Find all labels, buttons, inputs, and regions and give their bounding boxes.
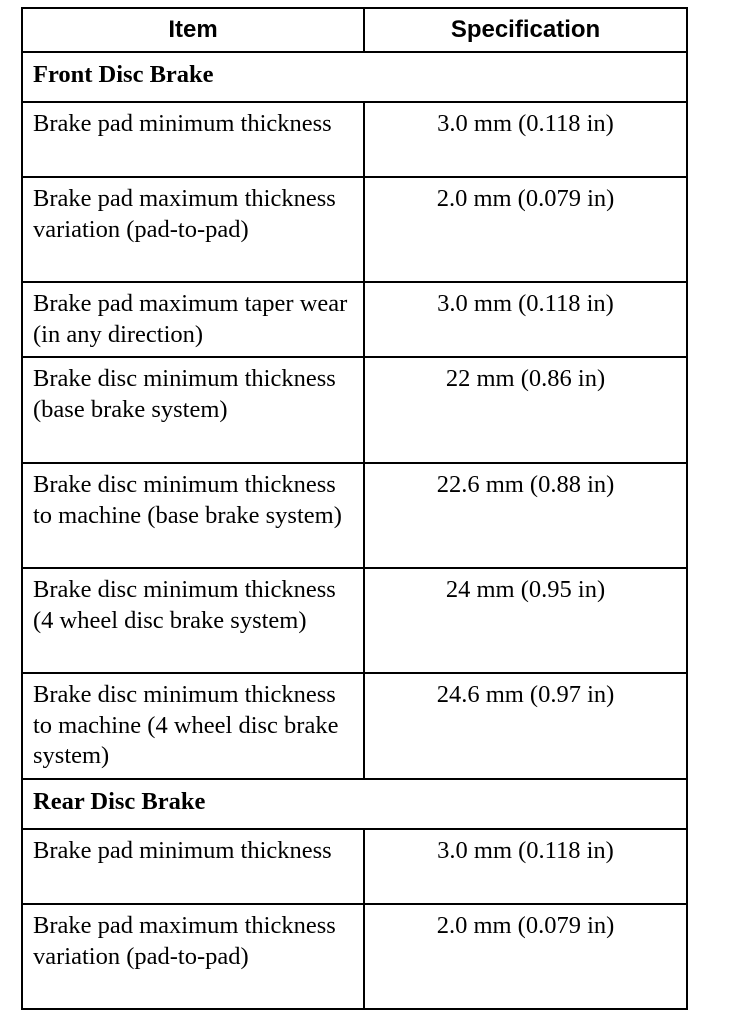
- specification-cell: 2.0 mm (0.079 in): [363, 903, 688, 1010]
- header-specification: Specification: [363, 7, 688, 53]
- item-cell: Brake disc minimum thickness (4 wheel di…: [21, 567, 365, 674]
- specification-cell: 2.0 mm (0.079 in): [363, 176, 688, 283]
- section-row: Rear Disc Brake: [21, 778, 688, 830]
- header-row: Item Specification: [21, 7, 688, 53]
- specification-cell: 3.0 mm (0.118 in): [363, 828, 688, 905]
- table-row: Brake pad maximum taper wear (in any dir…: [21, 281, 688, 358]
- item-cell: Brake disc minimum thickness to machine …: [21, 462, 365, 569]
- header-item: Item: [21, 7, 365, 53]
- item-cell: Brake pad minimum thickness: [21, 101, 365, 178]
- section-label: Rear Disc Brake: [21, 778, 688, 830]
- item-cell: Brake pad maximum thickness variation (p…: [21, 176, 365, 283]
- item-cell: Brake pad maximum thickness variation (p…: [21, 903, 365, 1010]
- specification-cell: 24.6 mm (0.97 in): [363, 672, 688, 780]
- table-row: Brake pad maximum thickness variation (p…: [21, 903, 688, 1010]
- item-cell: Brake disc minimum thickness to machine …: [21, 672, 365, 780]
- table-row: Brake disc minimum thickness to machine …: [21, 462, 688, 569]
- section-row: Front Disc Brake: [21, 51, 688, 103]
- specification-table: Item Specification Front Disc Brake Brake…: [21, 7, 688, 1010]
- table-row: Brake disc minimum thickness to machine …: [21, 672, 688, 780]
- specification-cell: 22 mm (0.86 in): [363, 356, 688, 464]
- specification-cell: 3.0 mm (0.118 in): [363, 101, 688, 178]
- table-row: Brake disc minimum thickness (base brake…: [21, 356, 688, 464]
- item-cell: Brake disc minimum thickness (base brake…: [21, 356, 365, 464]
- item-cell: Brake pad minimum thickness: [21, 828, 365, 905]
- specification-cell: 3.0 mm (0.118 in): [363, 281, 688, 358]
- item-cell: Brake pad maximum taper wear (in any dir…: [21, 281, 365, 358]
- table-row: Brake disc minimum thickness (4 wheel di…: [21, 567, 688, 674]
- table-row: Brake pad minimum thickness 3.0 mm (0.118…: [21, 101, 688, 178]
- table-row: Brake pad minimum thickness 3.0 mm (0.118…: [21, 828, 688, 905]
- specification-cell: 22.6 mm (0.88 in): [363, 462, 688, 569]
- section-label: Front Disc Brake: [21, 51, 688, 103]
- table-row: Brake pad maximum thickness variation (p…: [21, 176, 688, 283]
- specification-cell: 24 mm (0.95 in): [363, 567, 688, 674]
